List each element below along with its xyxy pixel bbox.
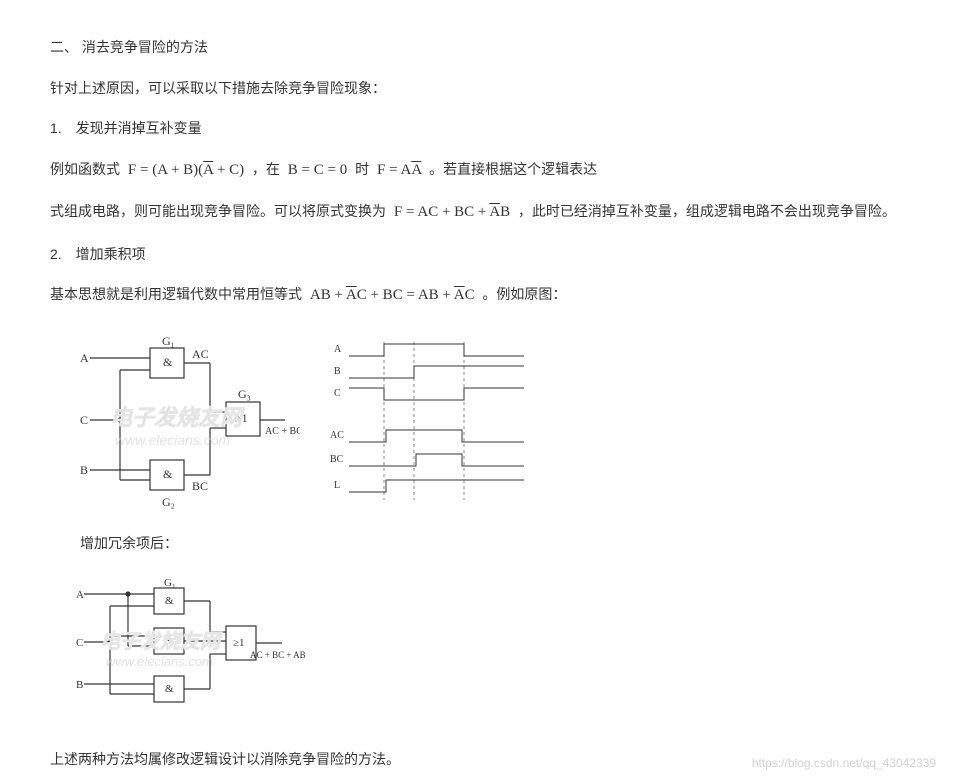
overline-A: A <box>489 204 500 220</box>
gate-label-g1: G₁ <box>164 577 176 589</box>
svg-text:&: & <box>165 683 174 695</box>
timing-label-AC: AC <box>330 430 344 441</box>
label-BC: BC <box>192 479 208 493</box>
circuit-diagram-2: G₁ & & & ≥1 A C B <box>50 576 310 726</box>
text: 。若直接根据这个逻辑表达 <box>429 161 597 177</box>
paragraph-1: 例如函数式 F = (A + B)(A + C) ，在 B = C = 0 时 … <box>50 156 904 185</box>
gate-label-g1: G₁ <box>162 334 175 348</box>
overline-A: A <box>411 162 421 178</box>
timing-label-B: B <box>334 366 341 377</box>
formula-3: F = AA <box>373 162 429 178</box>
label-output: AC + BC + AB <box>250 650 306 660</box>
formula-text: C + BC = AB + <box>357 287 454 303</box>
watermark-url: www.elecians.com <box>115 432 230 448</box>
formula-text: F = (A + B)( <box>128 162 203 178</box>
text: 。例如原图： <box>482 286 566 302</box>
input-B: B <box>76 679 83 691</box>
timing-label-A: A <box>334 344 342 355</box>
list-item-1: 1. 发现并消掉互补变量 <box>50 115 904 142</box>
text: ，此时已经消掉互补变量，组成逻辑电路不会出现竞争冒险。 <box>518 203 896 219</box>
section-heading: 二、 消去竞争冒险的方法 <box>50 34 904 61</box>
formula-4: F = AC + BC + AB <box>390 204 518 220</box>
input-C: C <box>80 413 88 427</box>
paragraph-3: 基本思想就是利用逻辑代数中常用恒等式 AB + AC + BC = AB + A… <box>50 281 904 310</box>
overline-A: A <box>203 162 213 178</box>
overline-A: A <box>454 287 465 303</box>
timing-label-C: C <box>334 388 341 399</box>
circuit-diagram-1: G₁ & G₂ & G₃ ≥1 A C B <box>50 330 300 510</box>
paragraph-4: 增加冗余项后： <box>50 530 904 557</box>
formula-text: AB + <box>310 287 346 303</box>
watermark-url: www.elecians.com <box>106 654 213 669</box>
formula-2: B = C = 0 <box>284 162 351 178</box>
formula-text: B <box>500 204 510 220</box>
page-watermark-url: https://blog.csdn.net/qq_43042339 <box>752 752 936 775</box>
timing-diagram: A B C AC BC L <box>314 330 534 510</box>
text: 时 <box>355 161 373 177</box>
text: 基本思想就是利用逻辑代数中常用恒等式 <box>50 286 306 302</box>
input-A: A <box>76 589 84 601</box>
svg-text:&: & <box>165 595 174 607</box>
timing-label-BC: BC <box>330 454 344 465</box>
input-C: C <box>76 637 83 649</box>
formula-text: C <box>465 287 475 303</box>
text: 例如函数式 <box>50 161 124 177</box>
watermark-text: 电子发烧友网 <box>100 631 223 653</box>
gate-label-g2: G₂ <box>162 495 175 509</box>
gate-label-g3: G₃ <box>238 387 251 401</box>
formula-5: AB + AC + BC = AB + AC <box>306 287 483 303</box>
svg-text:&: & <box>163 355 173 369</box>
intro-paragraph: 针对上述原因，可以采取以下措施去除竞争冒险现象： <box>50 75 904 102</box>
watermark-text: 电子发烧友网 <box>110 405 245 430</box>
label-AC: AC <box>192 347 209 361</box>
input-B: B <box>80 463 88 477</box>
formula-text: F = AC + BC + <box>394 204 489 220</box>
timing-label-L: L <box>334 480 340 491</box>
diagram-row-1: G₁ & G₂ & G₃ ≥1 A C B <box>50 324 904 516</box>
formula-text: F = A <box>377 162 411 178</box>
overline-A: A <box>346 287 357 303</box>
svg-text:≥1: ≥1 <box>233 637 245 649</box>
paragraph-2: 式组成电路，则可能出现竞争冒险。可以将原式变换为 F = AC + BC + A… <box>50 198 904 227</box>
formula-text: + C) <box>213 162 244 178</box>
text: ，在 <box>252 161 284 177</box>
list-item-2: 2. 增加乘积项 <box>50 241 904 268</box>
svg-text:&: & <box>163 467 173 481</box>
text: 式组成电路，则可能出现竞争冒险。可以将原式变换为 <box>50 203 390 219</box>
label-output: AC + BC <box>265 426 300 437</box>
formula-1: F = (A + B)(A + C) <box>124 162 252 178</box>
input-A: A <box>80 351 89 365</box>
